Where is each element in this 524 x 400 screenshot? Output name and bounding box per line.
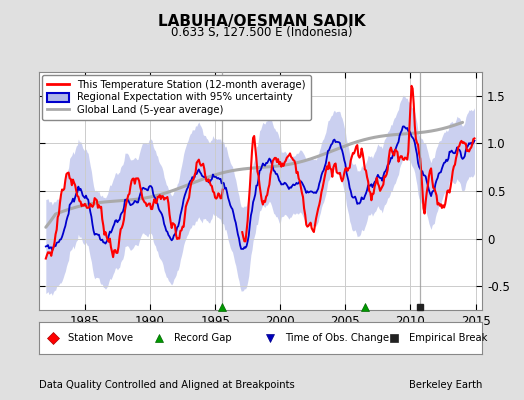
Text: Time of Obs. Change: Time of Obs. Change: [285, 333, 389, 343]
Text: Berkeley Earth: Berkeley Earth: [409, 380, 482, 390]
Text: 0.633 S, 127.500 E (Indonesia): 0.633 S, 127.500 E (Indonesia): [171, 26, 353, 39]
Text: Record Gap: Record Gap: [174, 333, 232, 343]
Text: Station Move: Station Move: [68, 333, 133, 343]
Text: LABUHA/OESMAN SADIK: LABUHA/OESMAN SADIK: [158, 14, 366, 29]
Legend: This Temperature Station (12-month average), Regional Expectation with 95% uncer: This Temperature Station (12-month avera…: [42, 75, 311, 120]
Text: Data Quality Controlled and Aligned at Breakpoints: Data Quality Controlled and Aligned at B…: [39, 380, 295, 390]
Text: Empirical Break: Empirical Break: [409, 333, 487, 343]
